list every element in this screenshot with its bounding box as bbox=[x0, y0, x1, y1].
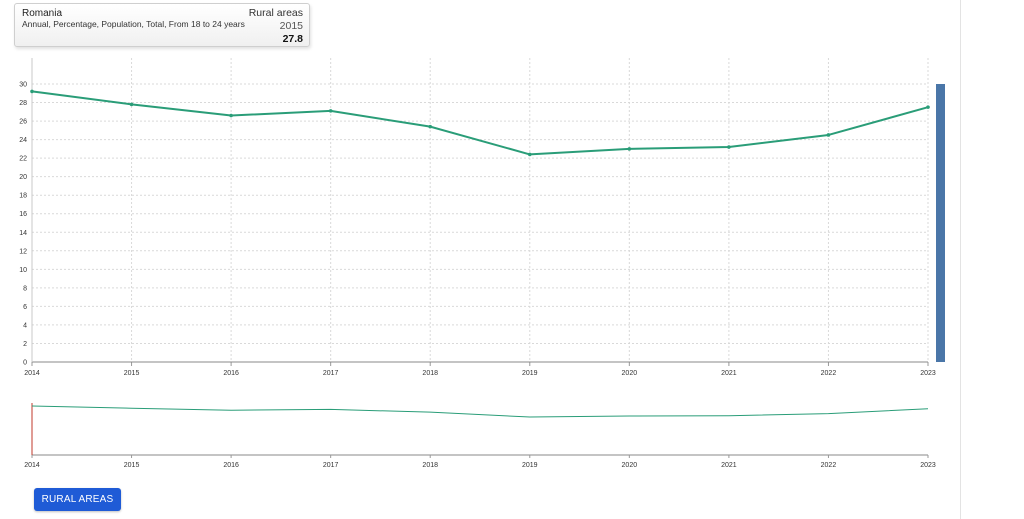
x-tick-label: 2017 bbox=[323, 370, 339, 377]
navigator-grid bbox=[31, 403, 929, 458]
x-tick-label: 2015 bbox=[124, 370, 140, 377]
navigator-tick-label: 2023 bbox=[920, 462, 936, 469]
x-tick-label: 2021 bbox=[721, 370, 737, 377]
navigator-x-ticks: 2014 2015 2016 2017 2018 2019 2020 2021 2022 2023 bbox=[24, 462, 936, 469]
y-tick-label: 20 bbox=[19, 174, 27, 181]
x-tick-label: 2018 bbox=[422, 370, 438, 377]
y-tick-label: 18 bbox=[19, 193, 27, 200]
data-point bbox=[627, 147, 632, 151]
chart-tooltip: Romania Annual, Percentage, Population, … bbox=[14, 3, 310, 47]
navigator-series-line bbox=[31, 405, 929, 418]
tooltip-value: 27.8 bbox=[282, 33, 303, 45]
series-line bbox=[31, 90, 929, 156]
y-tick-label: 16 bbox=[19, 211, 27, 218]
data-point bbox=[30, 89, 34, 94]
navigator-tick-label: 2014 bbox=[24, 462, 40, 469]
data-point bbox=[428, 124, 433, 129]
navigator-tick-label: 2019 bbox=[522, 462, 538, 469]
y-tick-label: 0 bbox=[23, 360, 27, 367]
y-tick-label: 30 bbox=[19, 82, 27, 89]
navigator-series bbox=[31, 405, 929, 418]
y-tick-label: 28 bbox=[19, 100, 27, 107]
x-tick-label: 2020 bbox=[622, 370, 638, 377]
x-tick-label: 2022 bbox=[821, 370, 837, 377]
data-point bbox=[328, 109, 333, 113]
y-tick-label: 2 bbox=[23, 341, 27, 348]
data-point bbox=[727, 145, 731, 149]
navigator-tick-label: 2022 bbox=[821, 462, 837, 469]
x-tick-label: 2014 bbox=[24, 370, 40, 377]
y-tick-label: 4 bbox=[23, 322, 27, 329]
data-point bbox=[527, 152, 532, 157]
page-divider bbox=[960, 0, 961, 519]
y-tick-label: 8 bbox=[23, 285, 27, 292]
x-tick-label: 2019 bbox=[522, 370, 538, 377]
navigator-tick-label: 2020 bbox=[622, 462, 638, 469]
navigator-tick-label: 2017 bbox=[323, 462, 339, 469]
rural-areas-button[interactable]: RURAL AREAS bbox=[34, 488, 121, 511]
data-point bbox=[926, 105, 930, 109]
main-x-axis bbox=[31, 58, 929, 366]
navigator-tick-label: 2021 bbox=[721, 462, 737, 469]
y-tick-label: 26 bbox=[19, 119, 27, 126]
data-point bbox=[826, 133, 831, 137]
tooltip-country: Romania bbox=[22, 8, 63, 19]
y-tick-label: 24 bbox=[19, 137, 27, 144]
x-axis-ticks: 2014 2015 2016 2017 2018 2019 2020 2021 2022 2023 bbox=[24, 370, 936, 377]
main-grid bbox=[31, 58, 929, 362]
navigator-tick-label: 2015 bbox=[124, 462, 140, 469]
tooltip-series-name: Rural areas bbox=[248, 7, 303, 19]
y-tick-label: 6 bbox=[23, 304, 27, 311]
vertical-scrollbar[interactable] bbox=[936, 84, 945, 362]
y-tick-label: 14 bbox=[19, 230, 27, 237]
tooltip-year: 2015 bbox=[279, 20, 303, 32]
navigator-tick-label: 2018 bbox=[422, 462, 438, 469]
main-series bbox=[30, 89, 930, 157]
navigator-tick-label: 2016 bbox=[223, 462, 239, 469]
x-tick-label: 2016 bbox=[223, 370, 239, 377]
y-tick-label: 12 bbox=[19, 248, 27, 255]
x-tick-label: 2023 bbox=[920, 370, 936, 377]
y-tick-label: 10 bbox=[19, 267, 27, 274]
y-tick-label: 22 bbox=[19, 156, 27, 163]
data-point bbox=[129, 102, 134, 107]
tooltip-description: Annual, Percentage, Population, Total, F… bbox=[22, 19, 245, 29]
data-point bbox=[229, 113, 233, 118]
